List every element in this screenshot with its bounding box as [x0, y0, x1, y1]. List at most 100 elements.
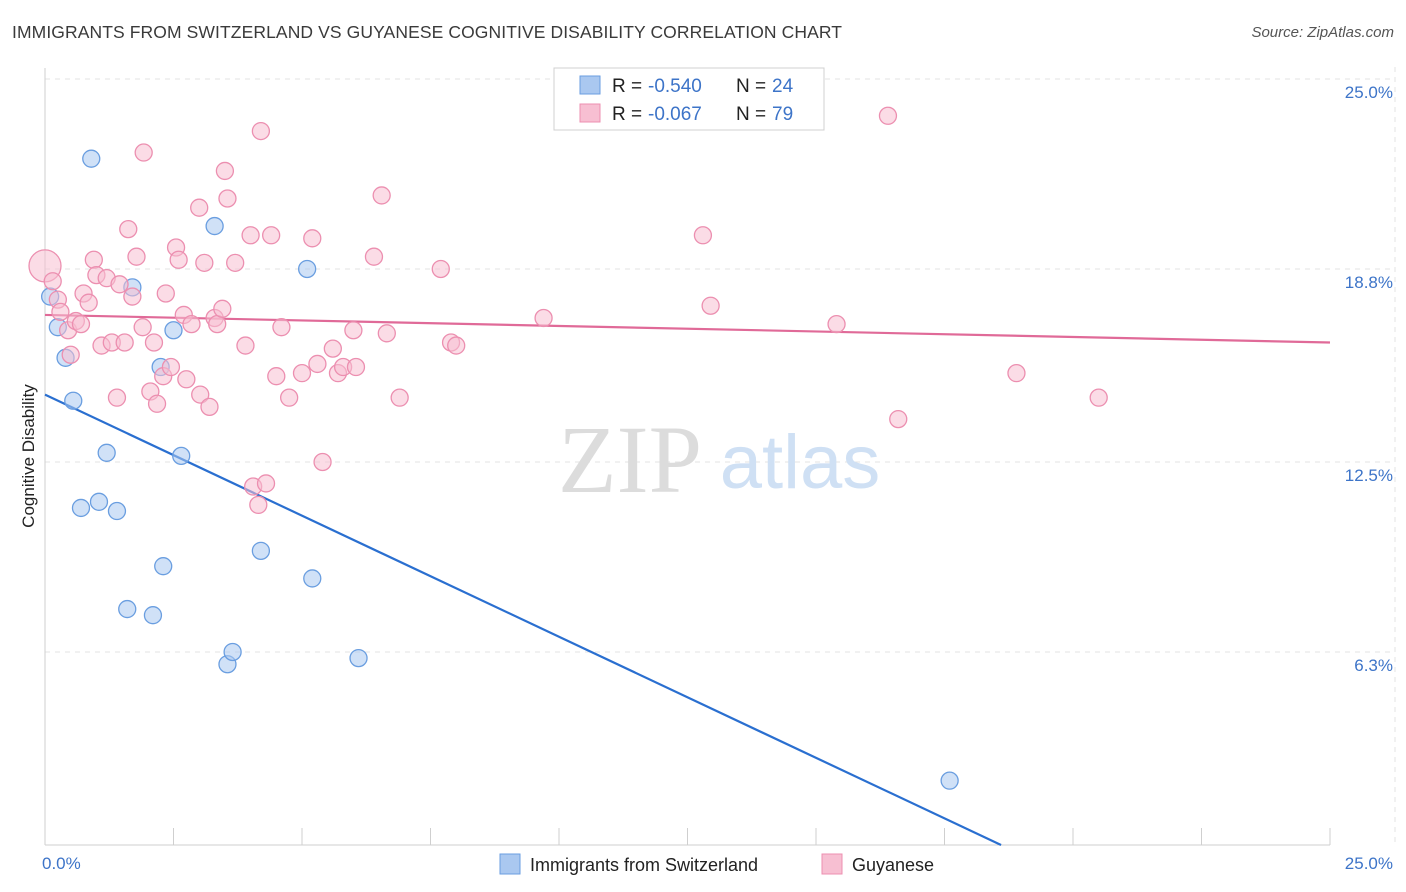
point-switzerland-7: [97, 443, 116, 462]
point-guyanese-7: [71, 314, 91, 334]
point-guyanese-24: [144, 333, 164, 352]
point-switzerland-21: [303, 569, 322, 588]
series-legend-swatch-switzerland: [499, 853, 521, 875]
point-guyanese-35: [191, 385, 210, 404]
point-guyanese-52: [272, 318, 291, 337]
point-guyanese-22: [134, 143, 153, 162]
legend-r-value-2: -0.067: [648, 104, 702, 125]
point-switzerland-5: [71, 498, 91, 518]
point-guyanese-44: [236, 336, 255, 355]
point-guyanese-30: [169, 250, 188, 269]
point-guyanese-43: [226, 253, 245, 272]
point-guyanese-21: [133, 318, 152, 337]
point-guyanese-28: [161, 357, 181, 377]
point-switzerland-23: [940, 771, 959, 790]
point-switzerland-22: [349, 648, 368, 668]
point-guyanese-25: [147, 394, 167, 413]
point-switzerland-18: [223, 642, 242, 662]
point-guyanese-78: [1089, 388, 1108, 407]
point-guyanese-40: [213, 299, 232, 318]
point-switzerland-14: [164, 321, 183, 340]
point-guyanese-33: [182, 314, 201, 334]
point-guyanese-41: [215, 161, 235, 181]
point-switzerland-3: [64, 391, 83, 410]
point-guyanese-61: [344, 321, 363, 340]
point-guyanese-49: [256, 474, 276, 493]
point-guyanese-64: [372, 186, 391, 205]
point-guyanese-75: [878, 106, 898, 125]
legend-r-value-1: -0.540: [648, 76, 702, 97]
point-guyanese-50: [262, 226, 281, 245]
legend-n-value-1: 24: [772, 76, 794, 97]
watermark-atlas: atlas: [720, 420, 881, 505]
point-guyanese-51: [267, 367, 286, 386]
axes: [44, 68, 1331, 846]
point-guyanese-74: [827, 314, 846, 334]
y-tick-label-3: 25.0%: [1345, 83, 1393, 102]
point-switzerland-6: [89, 492, 109, 511]
point-guyanese-58: [323, 339, 342, 358]
point-guyanese-56: [308, 354, 327, 374]
point-guyanese-17: [115, 333, 134, 352]
point-guyanese-62: [346, 357, 366, 377]
point-guyanese-15: [107, 388, 127, 407]
point-guyanese-16: [110, 275, 129, 294]
point-guyanese-54: [292, 363, 312, 383]
point-guyanese-5: [61, 345, 80, 364]
point-guyanese-70: [534, 308, 553, 328]
point-guyanese-71: [693, 226, 713, 245]
point-guyanese-20: [127, 247, 146, 266]
source-credit: Source: ZipAtlas.com: [1251, 24, 1394, 41]
x-tick-label-0: 0.0%: [42, 854, 81, 873]
point-guyanese-36: [195, 253, 214, 272]
point-guyanese-77: [1007, 363, 1026, 383]
legend-r-label-2: R =: [612, 104, 642, 125]
point-switzerland-15: [172, 446, 191, 466]
x-tick-label-1: 25.0%: [1345, 854, 1393, 873]
point-switzerland-20: [297, 259, 317, 279]
point-guyanese-53: [279, 388, 299, 407]
point-guyanese-63: [364, 247, 384, 266]
y-tick-label-0: 6.3%: [1354, 656, 1393, 675]
point-switzerland-16: [205, 216, 224, 236]
point-switzerland-11: [143, 606, 163, 625]
legend-r-label-1: R =: [612, 76, 642, 97]
trend-line-switzerland: [44, 393, 1002, 846]
point-guyanese-3: [51, 302, 70, 322]
y-axis-label: Cognitive Disability: [19, 384, 38, 528]
point-guyanese-67: [431, 259, 450, 279]
x-tick-labels: 0.0% 25.0%: [42, 854, 1393, 873]
point-guyanese-48: [251, 121, 271, 141]
point-guyanese-42: [218, 189, 237, 208]
point-guyanese-76: [889, 409, 908, 429]
point-guyanese-34: [190, 198, 209, 217]
point-guyanese-37: [200, 397, 219, 416]
point-guyanese-45: [241, 226, 260, 245]
point-guyanese-39: [208, 314, 227, 334]
point-guyanese-1: [43, 272, 62, 291]
watermark-zip: ZIP: [558, 406, 702, 513]
trend-lines: [44, 313, 1331, 846]
point-guyanese-57: [313, 452, 332, 472]
point-guyanese-69: [447, 336, 466, 355]
point-switzerland-4: [82, 149, 101, 168]
point-guyanese-47: [249, 495, 268, 515]
point-guyanese-32: [177, 370, 196, 389]
legend-n-label-1: N =: [736, 76, 766, 97]
chart-title: IMMIGRANTS FROM SWITZERLAND VS GUYANESE …: [12, 22, 843, 42]
point-guyanese-66: [390, 388, 409, 407]
y-tick-label-1: 12.5%: [1345, 466, 1393, 485]
series-legend-label-guyanese: Guyanese: [852, 855, 934, 875]
point-switzerland-19: [251, 541, 271, 561]
point-guyanese-9: [79, 293, 98, 312]
point-switzerland-9: [118, 599, 137, 619]
point-switzerland-8: [107, 501, 127, 521]
trend-line-guyanese: [44, 313, 1331, 344]
series-legend-label-switzerland: Immigrants from Switzerland: [530, 855, 758, 875]
series-legend-swatch-guyanese: [821, 853, 843, 875]
legend-swatch-pink: [579, 103, 601, 123]
y-tick-labels: 6.3% 12.5% 18.8% 25.0%: [1345, 83, 1393, 675]
stats-legend: R = -0.540 N = 24 R = -0.067 N = 79: [553, 67, 825, 131]
data-points: [28, 106, 1108, 790]
